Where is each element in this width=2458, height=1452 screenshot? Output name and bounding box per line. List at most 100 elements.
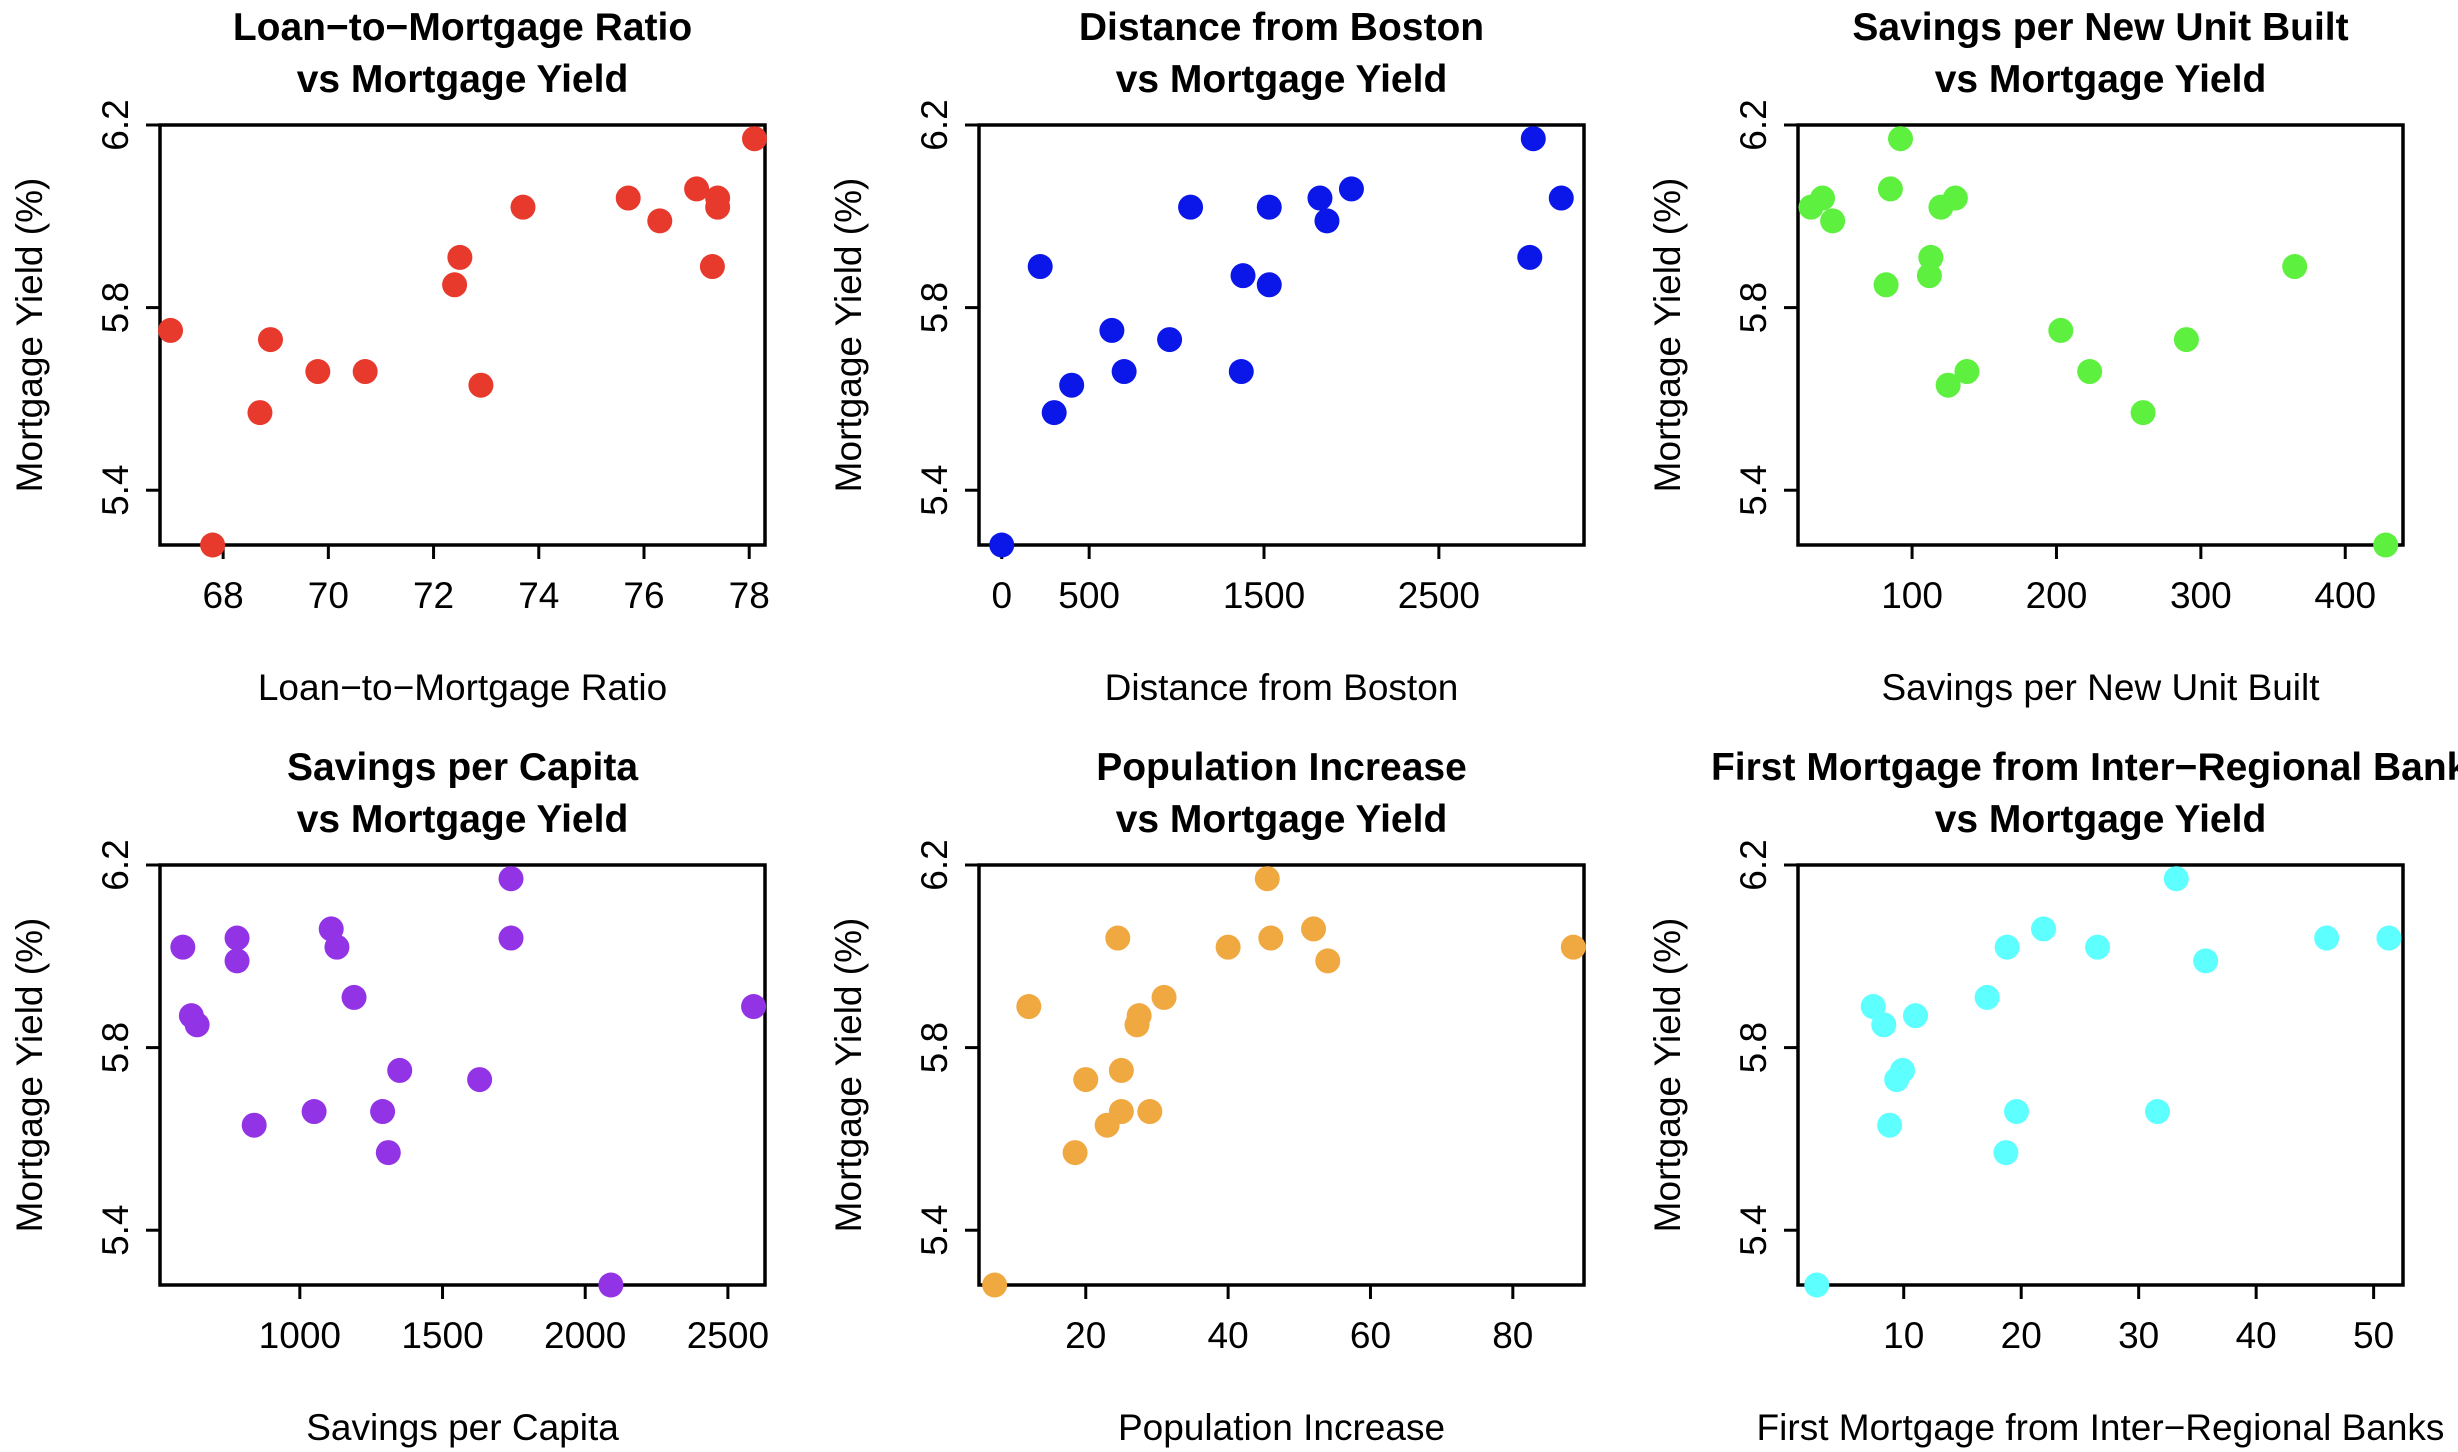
y-axis-label: Mortgage Yield (%)	[1647, 918, 1688, 1233]
y-tick-label: 6.2	[1733, 99, 1774, 150]
panel-title-line-2: vs Mortgage Yield	[297, 58, 629, 101]
x-tick-label: 500	[1058, 575, 1120, 616]
data-point	[705, 194, 731, 220]
data-point	[2048, 317, 2074, 343]
y-tick-label: 6.2	[1733, 839, 1774, 890]
data-point	[2282, 254, 2308, 280]
data-point	[224, 925, 250, 951]
data-point	[1918, 244, 1944, 270]
data-point	[468, 372, 494, 398]
data-point	[1254, 866, 1280, 892]
data-point	[467, 1067, 493, 1093]
data-point	[2373, 532, 2399, 558]
panel-title-line-1: Loan−to−Mortgage Ratio	[233, 6, 692, 49]
x-tick-label: 60	[1350, 1315, 1391, 1356]
data-point	[1137, 1099, 1163, 1125]
data-point	[1860, 994, 1886, 1020]
panel-2: Distance from Boston vs Mortgage Yield 0 50…	[828, 6, 1586, 708]
data-point	[1256, 272, 1282, 298]
x-axis-label: Loan−to−Mortgage Ratio	[258, 667, 667, 708]
data-point	[1215, 934, 1241, 960]
data-point	[1307, 185, 1333, 211]
y-tick-label: 5.4	[914, 464, 955, 515]
y-tick-label: 6.2	[95, 99, 136, 150]
x-axis-label: Population Increase	[1118, 1407, 1445, 1448]
data-point	[1916, 263, 1942, 289]
data-point	[1888, 126, 1914, 152]
data-point	[324, 934, 350, 960]
data-point	[1877, 1112, 1903, 1138]
plot-frame	[158, 863, 767, 1287]
data-point	[1560, 934, 1586, 960]
plot-frame	[158, 123, 767, 547]
x-tick-label: 50	[2353, 1315, 2394, 1356]
data-point	[1256, 194, 1282, 220]
data-point	[442, 272, 468, 298]
data-point	[1871, 1012, 1897, 1038]
panel-title-line-2: vs Mortgage Yield	[1935, 798, 2267, 841]
x-axis-label: First Mortgage from Inter−Regional Banks	[1757, 1407, 2445, 1448]
data-point	[1178, 194, 1204, 220]
data-point	[305, 359, 331, 385]
data-point	[989, 532, 1015, 558]
plot-frame	[1796, 123, 2405, 547]
x-tick-label: 40	[1208, 1315, 1249, 1356]
data-point	[1301, 916, 1327, 942]
data-point	[170, 934, 196, 960]
y-tick-label: 5.4	[914, 1204, 955, 1255]
data-point	[1877, 176, 1903, 202]
x-tick-label: 70	[308, 575, 349, 616]
x-tick-label: 300	[2170, 575, 2232, 616]
data-point	[1935, 372, 1961, 398]
data-point	[1059, 372, 1085, 398]
data-point	[2173, 327, 2199, 353]
y-axis-label: Mortgage Yield (%)	[828, 918, 869, 1233]
data-point	[1520, 126, 1546, 152]
panel-5: Population Increase vs Mortgage Yield 20 40…	[828, 746, 1586, 1448]
data-point	[1993, 1140, 2019, 1166]
y-axis-label: Mortgage Yield (%)	[9, 918, 50, 1233]
data-point	[647, 208, 673, 234]
x-tick-label: 20	[2001, 1315, 2042, 1356]
x-tick-label: 2500	[687, 1315, 769, 1356]
data-point	[741, 126, 767, 152]
x-tick-label: 78	[729, 575, 770, 616]
panel-title-line-2: vs Mortgage Yield	[1116, 58, 1448, 101]
data-point	[615, 185, 641, 211]
data-point	[2376, 925, 2402, 951]
x-tick-label: 30	[2118, 1315, 2159, 1356]
data-point	[1954, 359, 1980, 385]
panel-title-line-1: Savings per New Unit Built	[1852, 6, 2348, 49]
y-tick-label: 6.2	[914, 839, 955, 890]
x-tick-label: 10	[1883, 1315, 1924, 1356]
x-axis-label: Savings per Capita	[306, 1407, 619, 1448]
data-point	[257, 327, 283, 353]
data-point	[1884, 1067, 1910, 1093]
data-point	[158, 317, 184, 343]
x-tick-label: 20	[1065, 1315, 1106, 1356]
y-tick-label: 6.2	[95, 839, 136, 890]
data-point	[301, 1099, 327, 1125]
data-point	[1157, 327, 1183, 353]
data-point	[1062, 1140, 1088, 1166]
data-point	[184, 1012, 210, 1038]
x-tick-label: 400	[2314, 575, 2376, 616]
plot-frame	[977, 123, 1586, 547]
data-point	[2193, 948, 2219, 974]
data-point	[1820, 208, 1846, 234]
y-tick-label: 5.8	[1733, 282, 1774, 333]
data-point	[375, 1140, 401, 1166]
y-axis-label: Mortgage Yield (%)	[828, 178, 869, 493]
data-point	[684, 176, 710, 202]
x-tick-label: 2000	[544, 1315, 626, 1356]
data-point	[2004, 1099, 2030, 1125]
y-tick-label: 5.8	[95, 282, 136, 333]
data-point	[1994, 934, 2020, 960]
data-point	[1873, 272, 1899, 298]
data-point	[1016, 994, 1042, 1020]
data-point	[341, 984, 367, 1010]
y-tick-label: 5.8	[914, 1022, 955, 1073]
y-axis-label: Mortgage Yield (%)	[1647, 178, 1688, 493]
panel-title-line-2: vs Mortgage Yield	[1935, 58, 2267, 101]
